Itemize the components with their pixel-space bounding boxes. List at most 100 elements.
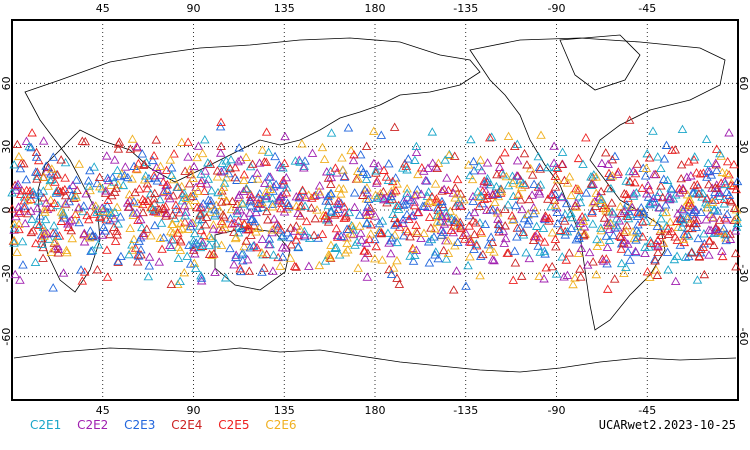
- occultation-marker: [176, 137, 187, 146]
- occultation-marker: [154, 257, 165, 266]
- occultation-marker: [584, 247, 595, 257]
- occultation-marker: [489, 255, 499, 265]
- occultation-marker: [239, 241, 249, 251]
- occultation-marker: [198, 199, 209, 208]
- occultation-marker: [323, 200, 334, 210]
- occultation-marker: [365, 203, 376, 212]
- occultation-marker: [629, 233, 640, 243]
- occultation-marker: [624, 206, 634, 216]
- occultation-marker: [167, 235, 177, 244]
- occultation-marker: [402, 209, 412, 219]
- occultation-marker: [76, 265, 86, 274]
- occultation-marker: [384, 238, 394, 247]
- occultation-marker: [254, 223, 265, 232]
- occultation-marker: [110, 236, 121, 245]
- occultation-marker: [707, 197, 718, 207]
- occultation-marker: [331, 242, 341, 252]
- occultation-marker: [215, 122, 226, 131]
- occultation-marker: [473, 187, 483, 196]
- occultation-marker: [173, 253, 184, 262]
- occultation-marker: [267, 225, 278, 234]
- occultation-marker: [81, 189, 91, 198]
- occultation-marker: [547, 228, 558, 237]
- occultation-marker: [449, 215, 460, 225]
- occultation-marker: [430, 224, 440, 233]
- occultation-marker: [26, 227, 37, 237]
- occultation-marker: [362, 188, 373, 197]
- occultation-marker: [694, 252, 705, 261]
- occultation-marker: [432, 163, 443, 172]
- occultation-marker: [85, 226, 96, 235]
- occultation-marker: [392, 237, 402, 247]
- occultation-marker: [146, 231, 156, 240]
- occultation-marker: [120, 162, 131, 171]
- occultation-marker: [482, 173, 493, 183]
- occultation-marker: [427, 158, 438, 167]
- occultation-marker: [101, 151, 112, 160]
- occultation-marker: [161, 211, 171, 220]
- occultation-marker: [619, 188, 630, 198]
- occultation-marker: [701, 134, 712, 143]
- occultation-marker: [180, 211, 191, 220]
- occultation-marker: [423, 163, 433, 172]
- occultation-marker: [64, 196, 75, 206]
- occultation-marker: [238, 186, 249, 195]
- occultation-marker: [176, 218, 186, 227]
- occultation-marker: [535, 164, 546, 173]
- occultation-marker: [432, 217, 442, 226]
- occultation-marker: [139, 175, 150, 184]
- occultation-marker: [185, 191, 196, 201]
- occultation-marker: [34, 188, 45, 197]
- occultation-marker: [365, 229, 376, 238]
- occultation-marker: [552, 218, 563, 228]
- occultation-marker: [291, 235, 301, 244]
- occultation-marker: [630, 246, 641, 256]
- occultation-marker: [694, 189, 704, 198]
- occultation-marker: [422, 202, 433, 211]
- occultation-marker: [678, 234, 689, 243]
- occultation-marker: [231, 250, 241, 259]
- occultation-marker: [717, 246, 727, 255]
- occultation-marker: [384, 158, 394, 168]
- occultation-marker: [578, 216, 589, 226]
- occultation-marker: [257, 234, 268, 243]
- occultation-marker: [318, 210, 329, 220]
- occultation-marker: [136, 245, 146, 254]
- occultation-marker: [439, 219, 450, 228]
- occultation-marker: [183, 152, 193, 161]
- occultation-marker: [249, 216, 260, 226]
- occultation-marker: [534, 189, 545, 198]
- occultation-marker: [707, 212, 717, 222]
- occultation-marker: [561, 255, 572, 264]
- occultation-marker: [559, 272, 569, 281]
- occultation-marker: [485, 133, 495, 142]
- occultation-marker: [557, 192, 567, 202]
- occultation-marker: [464, 221, 474, 230]
- occultation-marker: [711, 165, 722, 174]
- occultation-marker: [573, 230, 584, 240]
- occultation-marker: [97, 184, 108, 193]
- occultation-marker: [295, 224, 306, 234]
- occultation-marker: [370, 254, 380, 263]
- occultation-marker: [724, 170, 734, 179]
- occultation-marker: [245, 196, 256, 206]
- occultation-marker: [236, 223, 247, 233]
- occultation-marker: [261, 127, 272, 136]
- occultation-marker: [216, 117, 226, 126]
- occultation-marker: [523, 215, 534, 225]
- occultation-marker: [196, 271, 206, 280]
- occultation-marker: [285, 232, 296, 242]
- occultation-marker: [144, 261, 155, 270]
- occultation-marker: [521, 248, 531, 257]
- occultation-marker: [336, 189, 346, 198]
- occultation-marker: [257, 145, 268, 154]
- occultation-marker: [641, 163, 652, 172]
- occultation-marker: [369, 234, 380, 244]
- occultation-marker: [623, 239, 633, 248]
- occultation-marker: [493, 219, 504, 228]
- occultation-marker: [346, 229, 356, 238]
- occultation-marker: [376, 130, 387, 139]
- occultation-marker: [313, 233, 323, 242]
- occultation-marker: [586, 180, 597, 189]
- occultation-marker: [233, 192, 244, 202]
